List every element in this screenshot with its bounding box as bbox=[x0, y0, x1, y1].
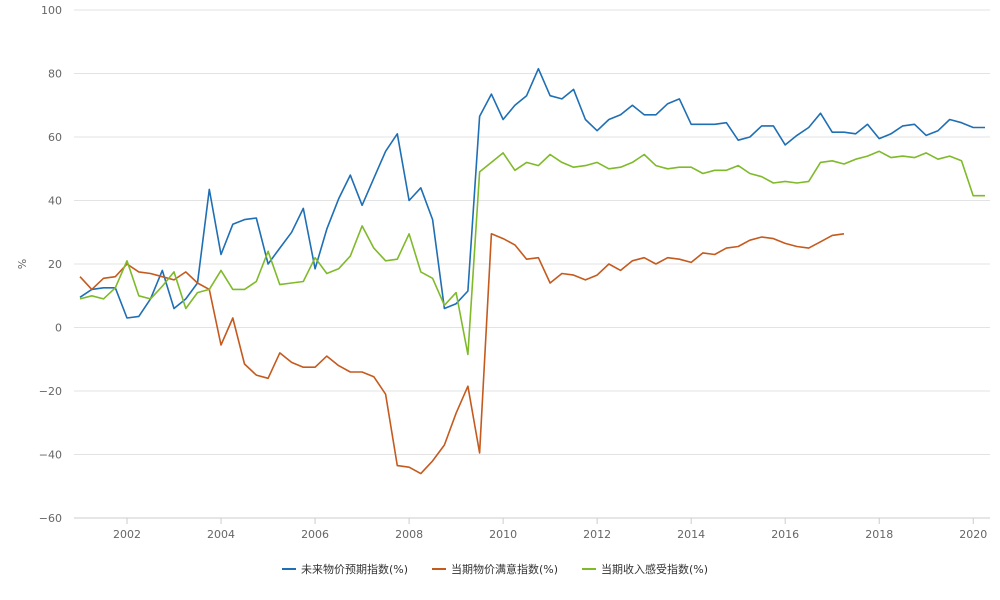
y-tick-label: 80 bbox=[48, 68, 62, 81]
series-lines bbox=[79, 67, 985, 475]
x-tick-label: 2014 bbox=[677, 528, 705, 541]
x-tick-label: 2018 bbox=[865, 528, 893, 541]
gridlines bbox=[74, 9, 990, 519]
series-line-2 bbox=[79, 150, 985, 356]
x-tick-label: 2006 bbox=[301, 528, 329, 541]
y-tick-label: 0 bbox=[55, 322, 62, 335]
y-tick-label: 60 bbox=[48, 131, 62, 144]
series-line-0 bbox=[79, 67, 985, 319]
legend-item-2: 当期收入感受指数(%) bbox=[582, 562, 708, 576]
x-tick-label: 2010 bbox=[489, 528, 517, 541]
legend-label: 当期收入感受指数(%) bbox=[601, 562, 708, 576]
x-tick-label: 2012 bbox=[583, 528, 611, 541]
y-axis-ticks: −60 −40 −20 0 20 40 60 80 100 bbox=[39, 4, 62, 525]
x-axis-ticks: 2002 2004 2006 2008 2010 2012 2014 2016 2018 2020 bbox=[113, 518, 987, 541]
x-tick-label: 2002 bbox=[113, 528, 141, 541]
legend-item-0: 未来物价预期指数(%) bbox=[282, 562, 408, 576]
legend-item-1: 当期物价满意指数(%) bbox=[432, 562, 558, 576]
y-axis-label: % bbox=[16, 259, 29, 269]
legend-label: 当期物价满意指数(%) bbox=[451, 562, 558, 576]
x-tick-label: 2020 bbox=[959, 528, 987, 541]
legend: 未来物价预期指数(%) 当期物价满意指数(%) 当期收入感受指数(%) bbox=[282, 562, 708, 576]
legend-label: 未来物价预期指数(%) bbox=[301, 562, 408, 576]
y-tick-label: 20 bbox=[48, 258, 62, 271]
y-tick-label: 40 bbox=[48, 195, 62, 208]
x-tick-label: 2004 bbox=[207, 528, 235, 541]
x-tick-label: 2008 bbox=[395, 528, 423, 541]
y-tick-label: −40 bbox=[39, 449, 62, 462]
y-tick-label: −60 bbox=[39, 512, 62, 525]
series-line-1 bbox=[79, 233, 845, 475]
y-tick-label: 100 bbox=[41, 4, 62, 17]
x-tick-label: 2016 bbox=[771, 528, 799, 541]
y-tick-label: −20 bbox=[39, 385, 62, 398]
